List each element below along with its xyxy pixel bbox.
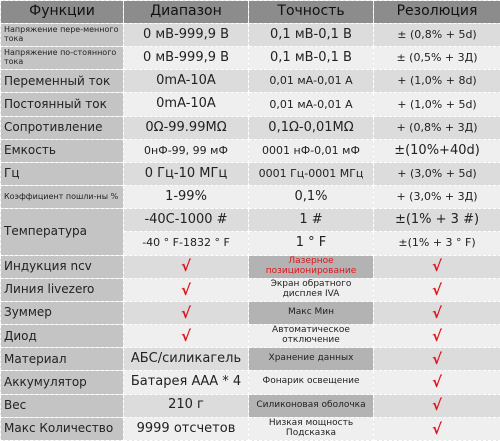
- feature-cell: Макс Количество: [0, 416, 124, 441]
- spec-row: Сопротивление 0Ω-99.99MΩ 0,1Ω-0,01MΩ + (0,8…: [0, 115, 500, 140]
- value-cell: 0Ω-99.99MΩ: [123, 115, 249, 140]
- spec-row: Напряжение по-стоянного тока 0 мВ-999,9 В…: [0, 46, 500, 71]
- feature-row: Зуммер √ Макс Мин √: [0, 300, 500, 326]
- feature-cell: Аккумулятор: [0, 370, 124, 395]
- feature-cell: Макс Мин: [248, 300, 374, 326]
- value-cell: -40 ° F-1832 ° F: [123, 231, 249, 256]
- spec-row: Напряжение пере-менного тока 0 мВ-999,9 В…: [0, 22, 500, 48]
- feature-cell: Материал: [0, 347, 124, 372]
- value-cell: 0mA-10A: [123, 69, 249, 94]
- value-cell: 0,01 мА-0,01 А: [248, 69, 374, 94]
- feature-cell: Зуммер: [0, 300, 124, 326]
- value-cell: 0 Гц-10 МГц: [123, 161, 249, 187]
- feature-cell: Лазерное позиционирование: [248, 254, 374, 279]
- value-cell: 0 мВ-999,9 В: [123, 22, 249, 48]
- value-cell: 0,01 мА-0,01 А: [248, 92, 374, 117]
- value-cell: 1 #: [248, 208, 374, 233]
- feature-cell: Автоматическое отключение: [248, 324, 374, 349]
- feature-cell: Вес: [0, 393, 124, 418]
- value-cell: + (3,0% + 3Д): [373, 185, 500, 210]
- spec-row: Емкость 0нФ-99, 99 мФ 0001 нФ-0,01 мФ ±(10%…: [0, 138, 500, 163]
- value-cell: + (1,0% + 8d): [373, 69, 500, 94]
- feature-cell: АБС/силикагель: [123, 347, 249, 372]
- check-mark: √: [123, 254, 249, 279]
- value-cell: ±(10%+40d): [373, 138, 500, 163]
- check-mark: √: [373, 300, 500, 326]
- feature-cell: Индукция ncv: [0, 254, 124, 279]
- value-cell: 0001 Гц-0001 МГц: [248, 161, 374, 187]
- feature-row: Аккумулятор Батарея ААА * 4 Фонарик освеще…: [0, 370, 500, 395]
- function-cell: Постоянный ток: [0, 92, 124, 117]
- spec-row: Коэффициент пошли-ны % 1-99% 0,1% + (3,0% +…: [0, 185, 500, 210]
- function-cell: Сопротивление: [0, 115, 124, 140]
- function-cell: Емкость: [0, 138, 124, 163]
- spec-row: Переменный ток 0mA-10A 0,01 мА-0,01 А + (1,…: [0, 69, 500, 94]
- check-mark: √: [373, 277, 500, 302]
- function-cell: Напряжение по-стоянного тока: [0, 46, 124, 71]
- value-cell: 0нФ-99, 99 мФ: [123, 138, 249, 163]
- feature-cell: 210 г: [123, 393, 249, 418]
- check-mark: √: [373, 416, 500, 441]
- value-cell: 0mA-10A: [123, 92, 249, 117]
- feature-row: Линия livezero √ Экран обратного дисплея I…: [0, 277, 500, 302]
- value-cell: 0,1 мВ-0,1 В: [248, 46, 374, 71]
- value-cell: 0,1 мВ-0,1 В: [248, 22, 374, 48]
- value-cell: ±(1% + 3 #): [373, 208, 500, 233]
- feature-cell: Силиконовая оболочка: [248, 393, 374, 418]
- value-cell: 0,1%: [248, 185, 374, 210]
- feature-cell: Батарея ААА * 4: [123, 370, 249, 395]
- feature-row: Диод √ Автоматическое отключение √: [0, 324, 500, 349]
- feature-row: Индукция ncv √ Лазерное позиционирование √: [0, 254, 500, 279]
- header-row: Функции Диапазон Точность Резолюция: [0, 0, 500, 24]
- feature-cell: Низкая мощность Подсказка: [248, 416, 374, 441]
- function-cell: Переменный ток: [0, 69, 124, 94]
- function-cell: Коэффициент пошли-ны %: [0, 185, 124, 210]
- feature-row: Материал АБС/силикагель Хранение данных √: [0, 347, 500, 372]
- check-mark: √: [373, 370, 500, 395]
- value-cell: + (1,0% + 5d): [373, 92, 500, 117]
- check-mark: √: [373, 254, 500, 279]
- check-mark: √: [373, 324, 500, 349]
- check-mark: √: [123, 277, 249, 302]
- header-cell: Резолюция: [373, 0, 500, 24]
- value-cell: + (3,0% + 5d): [373, 161, 500, 187]
- check-mark: √: [373, 393, 500, 418]
- table-body: Напряжение пере-менного тока 0 мВ-999,9 В…: [0, 22, 500, 441]
- spec-row: Температура -40C-1000 #1 # ±(1% + 3 #): [0, 208, 500, 256]
- spec-row: Постоянный ток 0mA-10A 0,01 мА-0,01 А + (1,…: [0, 92, 500, 117]
- feature-cell: Экран обратного дисплея IVA: [248, 277, 374, 302]
- check-mark: √: [123, 300, 249, 326]
- value-cell: ± (0,8% + 5d): [373, 22, 500, 48]
- header-cell: Диапазон: [123, 0, 249, 24]
- header-cell: Точность: [248, 0, 374, 24]
- value-cell: 1-99%: [123, 185, 249, 210]
- feature-row: Макс Количество 9999 отсчетов Низкая мощно…: [0, 416, 500, 441]
- value-cell: -40C-1000 #: [123, 208, 249, 233]
- value-cell: ±(1% + 3 ° F): [373, 231, 500, 256]
- value-cell: 0,1Ω-0,01MΩ: [248, 115, 374, 140]
- value-cell: 0001 нФ-0,01 мФ: [248, 138, 374, 163]
- function-cell: Гц: [0, 161, 124, 187]
- function-cell: Напряжение пере-менного тока: [0, 22, 124, 48]
- function-cell: Температура: [0, 208, 124, 256]
- value-cell: 1 ° F: [248, 231, 374, 256]
- feature-cell: Фонарик освещение: [248, 370, 374, 395]
- spec-row: Гц 0 Гц-10 МГц 0001 Гц-0001 МГц + (3,0% + 5…: [0, 161, 500, 187]
- check-mark: √: [123, 324, 249, 349]
- feature-cell: Хранение данных: [248, 347, 374, 372]
- value-cell: 0 мВ-999,9 В: [123, 46, 249, 71]
- check-mark: √: [373, 347, 500, 372]
- value-cell: ± (0,5% + 3Д): [373, 46, 500, 71]
- feature-cell: Линия livezero: [0, 277, 124, 302]
- value-cell: + (0,8% + 3Д): [373, 115, 500, 140]
- header-cell: Функции: [0, 0, 124, 24]
- feature-cell: Диод: [0, 324, 124, 349]
- feature-row: Вес 210 г Силиконовая оболочка √: [0, 393, 500, 418]
- feature-cell: 9999 отсчетов: [123, 416, 249, 441]
